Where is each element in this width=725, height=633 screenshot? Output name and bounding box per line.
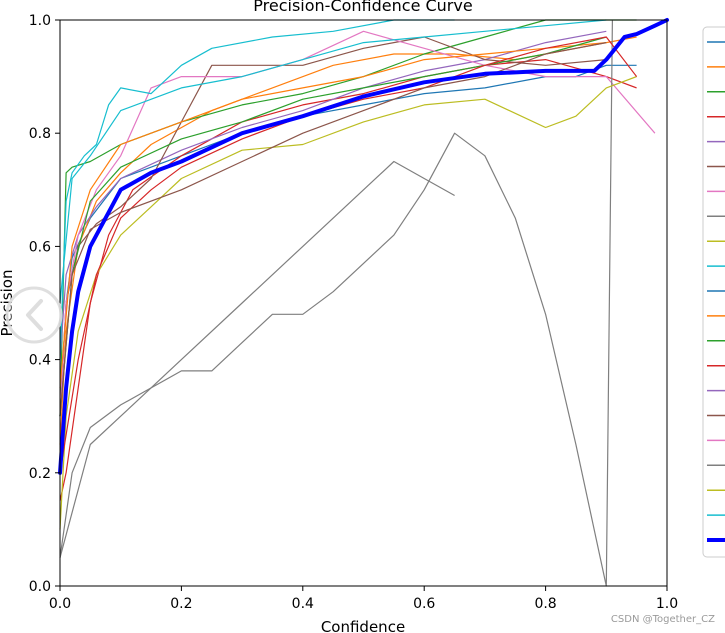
series-line-15 [59, 36, 638, 473]
watermark: CSDN @Together_CZ [610, 614, 715, 625]
chart-title: Precision-Confidence Curve [253, 0, 472, 15]
series-line-8 [59, 19, 613, 587]
x-tick-label: 1.0 [656, 596, 678, 612]
series-line-11 [59, 19, 455, 360]
series-line-1 [59, 64, 637, 417]
plot-frame [59, 19, 668, 587]
series-line-10 [59, 76, 637, 530]
x-axis-label: Confidence [321, 618, 405, 633]
series-layer [59, 19, 656, 587]
x-tick-label: 0.6 [413, 596, 435, 612]
x-tick-label: 0.8 [534, 596, 556, 612]
legend [702, 26, 725, 558]
ticks-layer: 0.0 0.2 0.4 0.6 0.8 1.0 0.0 0.2 0.4 0.6 0.8 1.0 [29, 13, 678, 612]
y-tick-label: 0.2 [29, 466, 51, 482]
series-line-14 [59, 36, 607, 417]
y-axis-label: Precision [0, 270, 16, 337]
y-tick-label: 0.0 [29, 579, 51, 595]
series-line-12 [59, 19, 607, 304]
legend-box [702, 26, 725, 558]
x-tick-label: 0.4 [292, 596, 314, 612]
series-line-6 [59, 36, 607, 417]
series-line-13 [59, 42, 607, 388]
y-tick-label: 0.4 [29, 353, 51, 369]
x-tick-label: 0.2 [170, 596, 192, 612]
legend-lines [707, 41, 725, 542]
chevron-left-icon[interactable] [3, 279, 65, 351]
all-classes-line [58, 18, 669, 475]
y-tick-label: 1.0 [29, 13, 51, 29]
series-line-9 [59, 160, 455, 558]
series-line-3 [59, 19, 637, 417]
x-tick-label: 0.0 [49, 596, 71, 612]
y-tick-label: 0.8 [29, 126, 51, 142]
y-tick-label: 0.6 [29, 239, 51, 255]
highlight-layer [58, 18, 669, 475]
